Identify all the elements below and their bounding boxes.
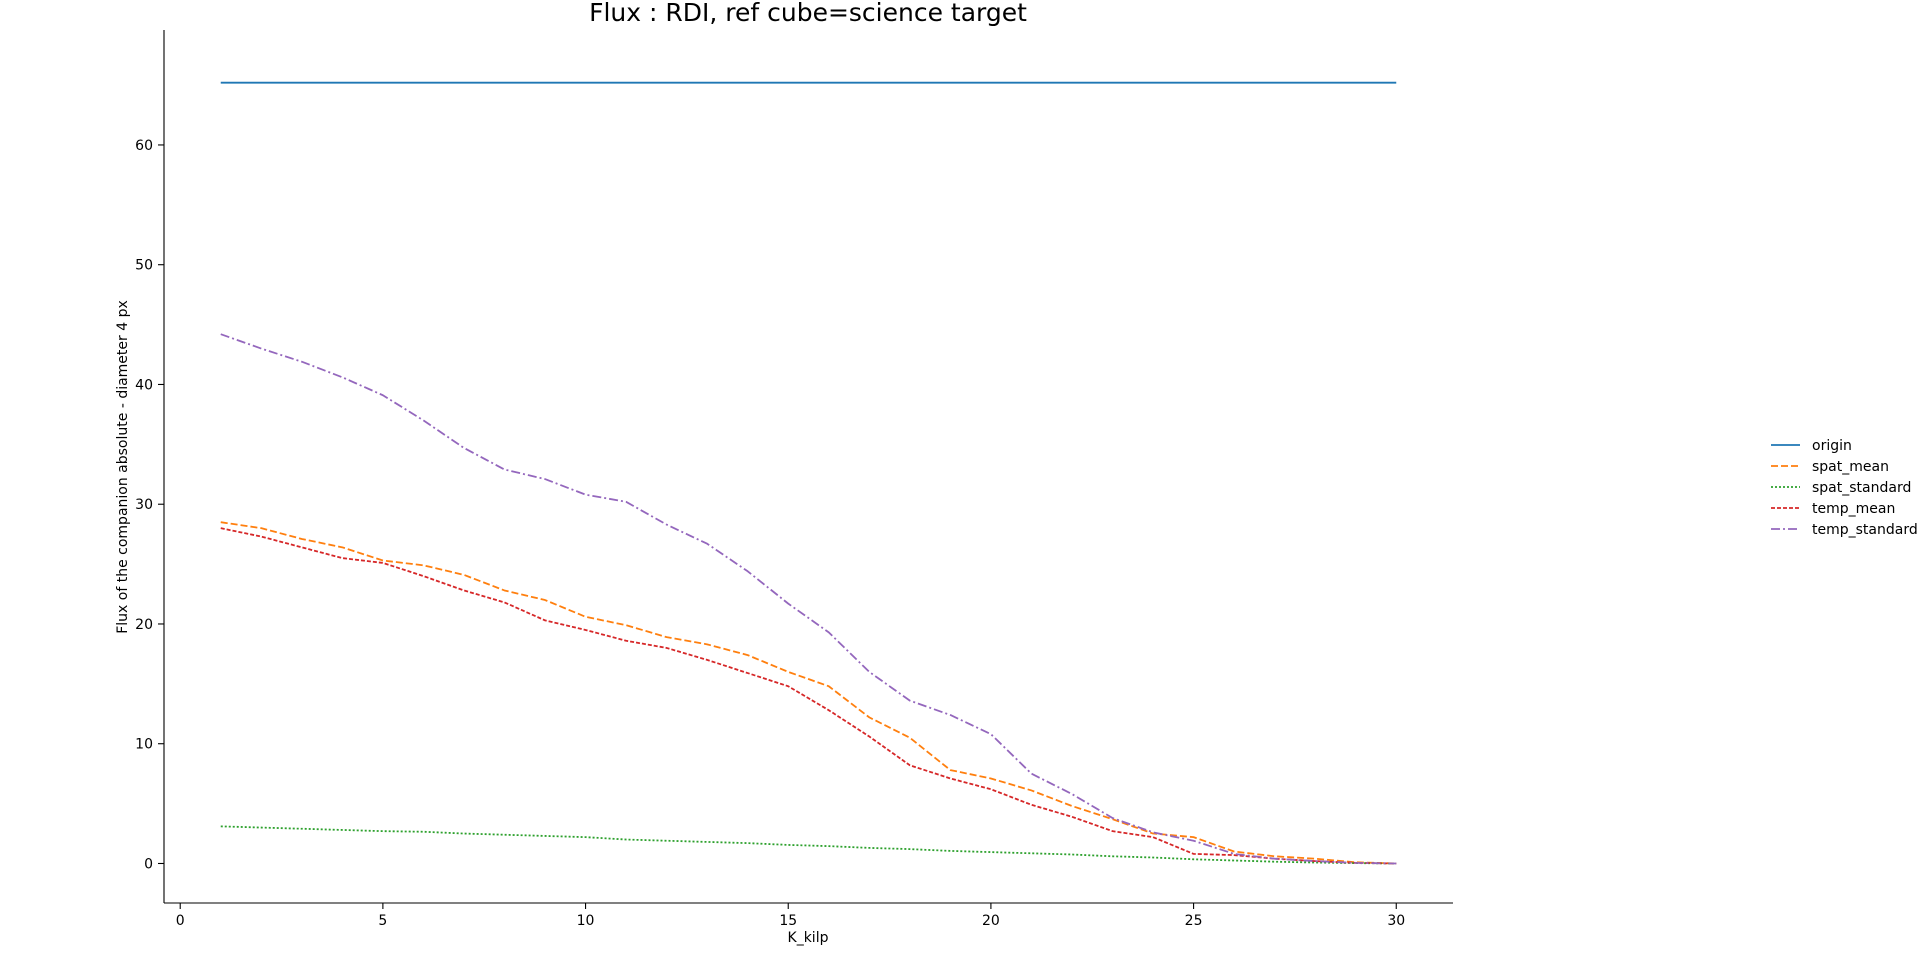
x-tick-label: 30 — [1387, 913, 1405, 929]
y-tick-label: 20 — [135, 617, 153, 633]
legend: origin spat_mean spat_standard temp_meantem… — [1771, 438, 1918, 538]
legend-label-temp-mean: temp_mean — [1812, 501, 1895, 517]
y-tick-label: 30 — [135, 497, 153, 513]
legend-label-origin: origin — [1812, 438, 1852, 454]
x-tick-label: 25 — [1185, 913, 1203, 929]
legend-label-spat-mean: spat_mean — [1812, 459, 1889, 475]
y-tick-label: 60 — [135, 138, 153, 154]
y-tick-label: 0 — [144, 856, 153, 872]
x-tick-label: 20 — [982, 913, 1000, 929]
y-axis-label: Flux of the companion absolute - diamete… — [115, 300, 131, 634]
series-layer — [220, 81, 1397, 865]
series-line-spat-mean — [220, 521, 1397, 865]
series-line-spat-standard — [220, 825, 1397, 865]
y-axis-ticks: 0 10 20 30 40 50 60 — [135, 138, 164, 872]
x-axis-ticks: 0 5 10 15 20 25 30 — [176, 903, 1405, 929]
legend-label-temp-standard: temp_standard — [1812, 522, 1918, 538]
series-line-temp-standard — [220, 333, 1397, 865]
x-tick-label: 15 — [779, 913, 797, 929]
y-tick-label: 10 — [135, 737, 153, 753]
x-axis-label: K_kilp — [788, 930, 829, 946]
x-tick-label: 10 — [577, 913, 595, 929]
series-line-temp-mean — [220, 527, 1397, 865]
legend-label-spat-standard: spat_standard — [1812, 480, 1911, 496]
y-tick-label: 50 — [135, 258, 153, 274]
y-tick-label: 40 — [135, 377, 153, 393]
x-tick-label: 5 — [378, 913, 387, 929]
chart-title: Flux : RDI, ref cube=science target — [589, 0, 1027, 27]
x-tick-label: 0 — [176, 913, 185, 929]
